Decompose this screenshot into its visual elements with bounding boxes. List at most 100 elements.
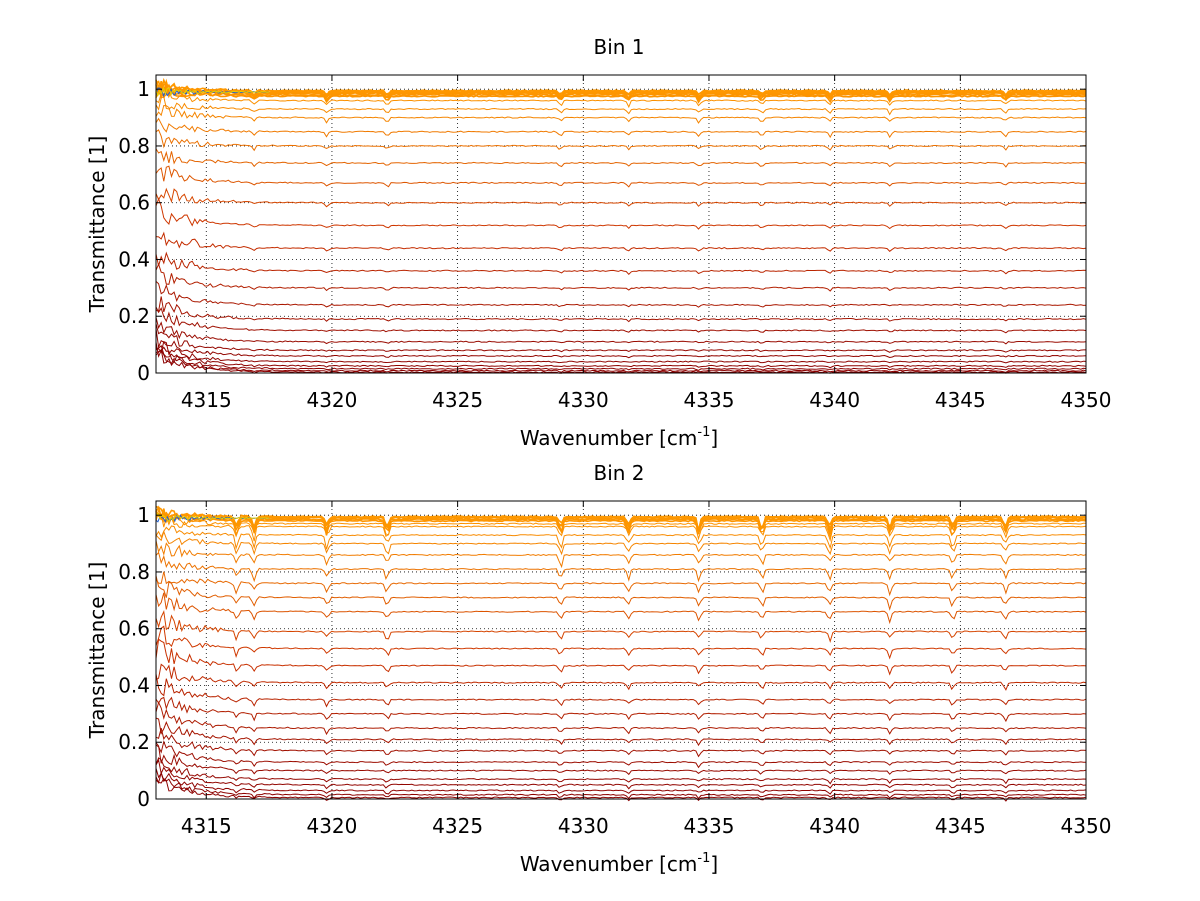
x-tick-label: 4320 [306, 814, 357, 838]
series-line [155, 525, 1087, 551]
series-line [155, 342, 1087, 371]
series-line [155, 86, 1087, 100]
y-tick-label: 0 [137, 787, 150, 811]
series-group-bin2 [155, 505, 1087, 802]
series-line [155, 344, 1087, 369]
chart-panel-bin1: Bin 1 4315 4320 4325 4330 4335 4340 4345 4350 0… [85, 35, 1111, 450]
x-tick-label: 4345 [935, 814, 986, 838]
y-axis-label-bin1: Transmittance [1] [85, 136, 109, 314]
series-line [155, 505, 1087, 535]
series-line [155, 187, 1087, 208]
x-axis-label-sup-bin2: -1 [697, 851, 710, 866]
series-line [155, 262, 1087, 292]
series-line [155, 341, 1087, 364]
series-line [155, 231, 1087, 252]
series-line [155, 96, 1087, 116]
y-tick-label: 0.8 [118, 560, 150, 584]
y-tick-label: 0.4 [118, 247, 150, 271]
series-line [155, 717, 1087, 747]
series-line [155, 740, 1087, 769]
x-ticks-bin2: 4315 4320 4325 4330 4335 4340 4345 4350 [181, 501, 1112, 838]
series-line [155, 575, 1087, 611]
x-ticks-bin1: 4315 4320 4325 4330 4335 4340 4345 4350 [181, 75, 1112, 412]
series-line [155, 540, 1087, 569]
series-line [155, 104, 1087, 124]
series-line [155, 727, 1087, 758]
series-group-bin1 [155, 77, 1087, 374]
series-line [155, 638, 1087, 676]
series-line [155, 610, 1087, 643]
series-line [155, 317, 1087, 345]
series-line [155, 512, 1087, 536]
series-line [155, 323, 1086, 353]
series-line [155, 148, 1087, 168]
series-line [155, 509, 1086, 539]
series-line [155, 571, 1087, 597]
y-axis-label-bin2: Transmittance [1] [85, 562, 109, 740]
series-line [155, 280, 1087, 308]
series-line [155, 129, 1087, 152]
y-tick-label: 0.2 [118, 304, 150, 328]
series-line [155, 296, 1087, 323]
y-ticks-bin2: 0 0.2 0.4 0.6 0.8 1 [118, 503, 1086, 811]
series-noise-line [155, 512, 270, 523]
series-line [155, 757, 1087, 785]
series-line [155, 82, 1087, 104]
x-axis-label-main-bin2: Wavenumber [cm [520, 852, 698, 876]
series-line [155, 251, 1087, 276]
series-line [155, 663, 1087, 691]
y-tick-label: 0.4 [118, 673, 150, 697]
x-axis-label-bin2: Wavenumber [cm-1] [520, 851, 718, 876]
plot-frame-bin1 [156, 75, 1086, 373]
x-tick-label: 4320 [306, 388, 357, 412]
plot-border-bin1 [155, 74, 1087, 374]
series-noise-line [155, 86, 270, 97]
x-tick-label: 4325 [432, 388, 483, 412]
series-line [155, 758, 1087, 790]
x-tick-label: 4330 [558, 388, 609, 412]
y-tick-label: 0 [137, 361, 150, 385]
series-line [155, 530, 1087, 556]
series-line [155, 197, 1087, 230]
x-axis-label-sup-bin1: -1 [697, 425, 710, 440]
series-line [155, 768, 1087, 795]
y-ticks-bin1: 0 0.2 0.4 0.6 0.8 1 [118, 77, 1086, 385]
series-line [155, 306, 1087, 334]
x-tick-label: 4340 [809, 388, 860, 412]
x-axis-label-bin1: Wavenumber [cm-1] [520, 425, 718, 450]
series-line [155, 700, 1087, 736]
series-line [155, 625, 1087, 660]
x-tick-label: 4315 [181, 814, 232, 838]
x-tick-label: 4335 [684, 388, 735, 412]
y-tick-label: 0.6 [118, 617, 150, 641]
x-tick-label: 4350 [1061, 814, 1112, 838]
chart-title-bin2: Bin 2 [593, 461, 644, 485]
x-tick-label: 4345 [935, 388, 986, 412]
series-line [155, 673, 1087, 708]
series-line [155, 117, 1087, 139]
plot-area-bin2 [155, 500, 1087, 802]
series-line [155, 770, 1087, 800]
x-tick-label: 4315 [181, 388, 232, 412]
series-line [155, 777, 1087, 802]
y-tick-label: 0.2 [118, 730, 150, 754]
x-tick-label: 4340 [809, 814, 860, 838]
x-tick-label: 4335 [684, 814, 735, 838]
series-line [155, 165, 1087, 188]
series-line [155, 328, 1087, 359]
series-line [155, 592, 1087, 625]
y-tick-label: 1 [137, 503, 150, 527]
y-tick-label: 0.6 [118, 191, 150, 215]
x-axis-label-tail-bin1: ] [710, 426, 718, 450]
x-axis-label-main-bin1: Wavenumber [cm [520, 426, 698, 450]
y-tick-label: 1 [137, 77, 150, 101]
x-axis-label-tail-bin2: ] [710, 852, 718, 876]
plot-area-bin1 [155, 74, 1087, 374]
x-tick-label: 4330 [558, 814, 609, 838]
chart-title-bin1: Bin 1 [593, 35, 644, 59]
x-tick-label: 4350 [1061, 388, 1112, 412]
y-tick-label: 0.8 [118, 134, 150, 158]
chart-panel-bin2: Bin 2 4315 4320 4325 4330 4335 4340 4345 4350 0… [85, 461, 1111, 876]
series-line [155, 696, 1087, 723]
